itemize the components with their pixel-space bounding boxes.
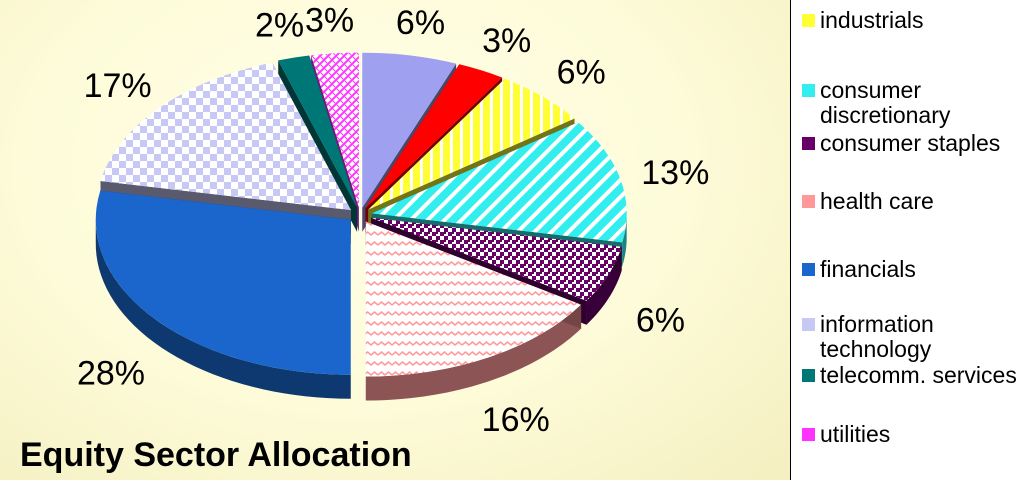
legend-label: information technology <box>820 311 934 362</box>
legend-label: health care <box>820 188 934 214</box>
pie-slice-10-utilities <box>311 52 359 208</box>
legend-swatch <box>802 84 815 97</box>
legend-label: consumer staples <box>820 130 1001 156</box>
legend-swatch <box>802 14 815 27</box>
pie-slice-1 <box>362 52 457 208</box>
pie-tops <box>95 52 627 377</box>
legend-item-industrials: industrials <box>802 8 1020 33</box>
legend-label: consumer discretionary <box>820 77 951 128</box>
legend-item-health-care: health care <box>802 189 1020 214</box>
pie-slice-3-industrials <box>368 78 575 210</box>
pie-slice-6-health-care <box>365 221 582 377</box>
legend-item-consumer-staples: consumer staples <box>802 131 1020 156</box>
data-label-2: 3% <box>482 22 531 60</box>
legend-swatch <box>802 428 815 441</box>
legend-item-financials: financials <box>802 257 1020 282</box>
data-label-9: 2% <box>255 7 304 45</box>
data-label-10: 3% <box>305 1 354 39</box>
legend-item-telecomm-services: telecomm. services <box>802 363 1020 388</box>
legend-item-utilities: utilities <box>802 422 1020 447</box>
data-label-5: 6% <box>636 301 685 339</box>
legend-swatch <box>802 369 815 382</box>
legend-label: industrials <box>820 7 924 33</box>
legend-swatch <box>802 318 815 331</box>
legend-swatch <box>802 195 815 208</box>
chart-title: Equity Sector Allocation <box>20 436 412 474</box>
data-label-7: 28% <box>77 354 145 392</box>
legend-item-consumer-discretionary: consumer discretionary <box>802 78 1020 128</box>
pie-slice-7-financials <box>95 190 351 375</box>
pie-chart: 6% 3%6%13%6%16%28%17%2% 3% <box>77 1 709 439</box>
legend-item-information-technology: information technology <box>802 312 1020 362</box>
data-label-1: 6% <box>396 4 445 42</box>
legend-divider <box>790 0 791 480</box>
legend: industrials consumer discretionary consume… <box>802 8 1017 472</box>
data-label-8: 17% <box>84 67 152 105</box>
legend-swatch <box>802 137 815 150</box>
pie-slice-2 <box>365 64 503 209</box>
data-label-3: 6% <box>557 54 606 92</box>
pie-slice-8-information-technology <box>100 62 351 211</box>
pie-slice-4-consumer-discretionary <box>371 122 627 243</box>
legend-label: financials <box>820 256 916 282</box>
data-label-6: 16% <box>482 401 550 439</box>
pie-slice-5-consumer-staples <box>371 217 622 301</box>
legend-label: utilities <box>820 421 891 447</box>
data-label-4: 13% <box>641 154 709 192</box>
legend-label: telecomm. services <box>820 362 1017 388</box>
pie-labels: 6% 3%6%13%6%16%28%17%2% 3% <box>77 1 709 439</box>
legend-swatch <box>802 263 815 276</box>
pie-slice-9-telecomm-services <box>278 55 358 208</box>
